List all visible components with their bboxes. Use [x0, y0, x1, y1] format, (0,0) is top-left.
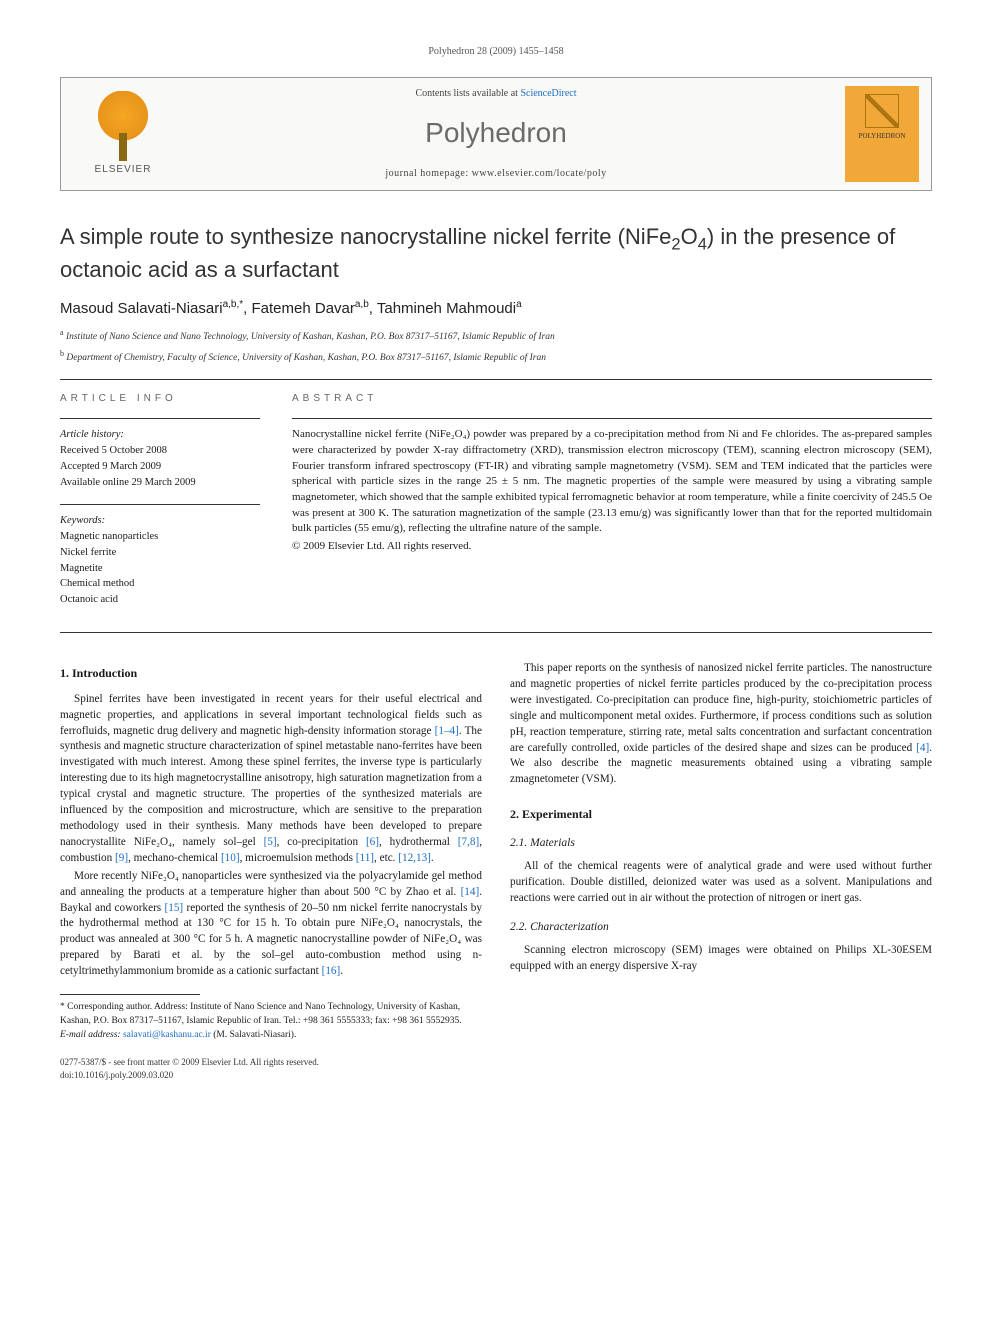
- ref-7-8[interactable]: [7,8]: [458, 836, 479, 848]
- abstract-text: Nanocrystalline nickel ferrite (NiFe₂O₄)…: [292, 427, 932, 536]
- polyhedron-icon: [865, 94, 899, 128]
- homepage-prefix: journal homepage:: [385, 168, 471, 179]
- publisher-name: ELSEVIER: [95, 163, 152, 177]
- info-rule: [60, 418, 260, 419]
- ref-10[interactable]: [10]: [221, 852, 240, 864]
- article-info: ARTICLE INFO Article history: Received 5…: [60, 392, 260, 622]
- affiliation-b: b Department of Chemistry, Faculty of Sc…: [60, 348, 932, 365]
- ref-6[interactable]: [6]: [366, 836, 379, 848]
- abstract-copyright: © 2009 Elsevier Ltd. All rights reserved…: [292, 539, 932, 555]
- abstract: ABSTRACT Nanocrystalline nickel ferrite …: [292, 392, 932, 622]
- journal-cover-thumb: POLYHEDRON: [845, 86, 919, 182]
- keywords-label: Keywords:: [60, 513, 260, 529]
- received-date: Received 5 October 2008: [60, 443, 260, 459]
- journal-banner: ELSEVIER Contents lists available at Sci…: [60, 77, 932, 191]
- intro-para-1: Spinel ferrites have been investigated i…: [60, 692, 482, 867]
- intro-para-3: This paper reports on the synthesis of n…: [510, 661, 932, 788]
- ref-12-13[interactable]: [12,13]: [398, 852, 431, 864]
- materials-heading: 2.1. Materials: [510, 835, 932, 851]
- keyword-3: Chemical method: [60, 576, 260, 592]
- sciencedirect-link[interactable]: ScienceDirect: [520, 88, 576, 99]
- intro-heading: 1. Introduction: [60, 665, 482, 682]
- article-info-heading: ARTICLE INFO: [60, 392, 260, 406]
- contents-available: Contents lists available at ScienceDirec…: [183, 87, 809, 101]
- journal-homepage: journal homepage: www.elsevier.com/locat…: [183, 167, 809, 181]
- ref-5[interactable]: [5]: [264, 836, 277, 848]
- materials-para: All of the chemical reagents were of ana…: [510, 859, 932, 907]
- homepage-url: www.elsevier.com/locate/poly: [472, 168, 607, 179]
- cover-label: POLYHEDRON: [859, 132, 906, 142]
- ref-9[interactable]: [9]: [115, 852, 128, 864]
- author-email-link[interactable]: salavati@kashanu.ac.ir: [123, 1030, 211, 1040]
- footnote-divider: [60, 994, 200, 995]
- divider-mid: [60, 632, 932, 633]
- author-3: Tahmineh Mahmoudia: [377, 300, 522, 317]
- experimental-heading: 2. Experimental: [510, 806, 932, 823]
- keyword-4: Octanoic acid: [60, 592, 260, 608]
- abs-rule: [292, 418, 932, 419]
- characterization-heading: 2.2. Characterization: [510, 919, 932, 935]
- contents-prefix: Contents lists available at: [415, 88, 520, 99]
- ref-14[interactable]: [14]: [461, 886, 480, 898]
- article-body: 1. Introduction Spinel ferrites have bee…: [60, 661, 932, 1082]
- author-2: Fatemeh Davara,b: [252, 300, 369, 317]
- affiliation-a: a Institute of Nano Science and Nano Tec…: [60, 327, 932, 344]
- publisher-logo: ELSEVIER: [73, 91, 173, 177]
- article-title: A simple route to synthesize nanocrystal…: [60, 223, 932, 284]
- page-citation: Polyhedron 28 (2009) 1455–1458: [60, 45, 932, 59]
- ref-15[interactable]: [15]: [165, 902, 184, 914]
- ref-11[interactable]: [11]: [356, 852, 374, 864]
- characterization-para: Scanning electron microscopy (SEM) image…: [510, 943, 932, 975]
- copyright-footer: 0277-5387/$ - see front matter © 2009 El…: [60, 1056, 482, 1081]
- info-rule-2: [60, 504, 260, 505]
- divider-top: [60, 379, 932, 380]
- author-list: Masoud Salavati-Niasaria,b,*, Fatemeh Da…: [60, 298, 932, 319]
- accepted-date: Accepted 9 March 2009: [60, 459, 260, 475]
- ref-4b[interactable]: [4]: [916, 742, 929, 754]
- history-label: Article history:: [60, 427, 260, 443]
- keyword-2: Magnetite: [60, 561, 260, 577]
- journal-title: Polyhedron: [183, 113, 809, 152]
- email-label: E-mail address:: [60, 1030, 121, 1040]
- corresponding-author-note: * Corresponding author. Address: Institu…: [60, 1001, 482, 1042]
- abstract-heading: ABSTRACT: [292, 392, 932, 406]
- author-1: Masoud Salavati-Niasaria,b,*: [60, 300, 243, 317]
- keyword-1: Nickel ferrite: [60, 545, 260, 561]
- online-date: Available online 29 March 2009: [60, 475, 260, 491]
- elsevier-tree-icon: [92, 91, 154, 161]
- keyword-0: Magnetic nanoparticles: [60, 529, 260, 545]
- ref-1-4[interactable]: [1–4]: [435, 725, 459, 737]
- ref-16[interactable]: [16]: [322, 965, 341, 977]
- intro-para-2: More recently NiFe₂O₄ nanoparticles were…: [60, 869, 482, 980]
